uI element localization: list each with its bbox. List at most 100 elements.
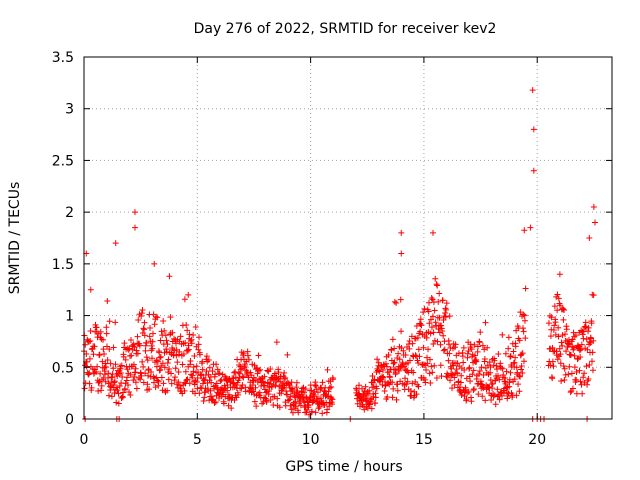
data-point — [457, 379, 464, 386]
data-point — [130, 361, 137, 368]
data-point — [328, 383, 335, 390]
data-point — [515, 381, 522, 388]
data-point — [113, 384, 120, 391]
data-point — [182, 339, 189, 346]
data-point — [105, 392, 112, 399]
data-point — [249, 382, 256, 389]
data-point — [513, 327, 520, 334]
data-point — [468, 346, 475, 353]
data-point — [399, 359, 406, 366]
data-point — [314, 389, 321, 396]
data-point — [430, 329, 437, 336]
data-point — [548, 314, 555, 321]
data-point — [513, 392, 520, 399]
data-point — [487, 363, 494, 370]
data-point — [398, 250, 405, 257]
data-point — [181, 387, 188, 394]
data-point — [276, 404, 283, 411]
data-point — [499, 331, 506, 338]
data-point — [380, 367, 387, 374]
data-point — [558, 378, 565, 385]
data-point — [142, 347, 149, 354]
data-point — [369, 373, 376, 380]
data-point — [551, 322, 558, 329]
data-point — [529, 87, 536, 94]
data-point — [522, 285, 529, 292]
data-point — [380, 374, 387, 381]
data-point — [557, 360, 564, 367]
data-point — [182, 368, 189, 375]
data-point — [138, 313, 145, 320]
data-point — [517, 373, 524, 380]
data-point — [189, 372, 196, 379]
data-point — [153, 374, 160, 381]
data-point — [398, 229, 405, 236]
data-point — [82, 341, 89, 348]
data-point — [555, 333, 562, 340]
data-point — [494, 366, 501, 373]
y-tick-labels: 0 0.5 1 1.5 2 2.5 3 3.5 — [52, 50, 74, 428]
data-point — [305, 401, 312, 408]
data-point — [376, 368, 383, 375]
data-point — [224, 387, 231, 394]
data-point — [174, 359, 181, 366]
data-point — [108, 393, 115, 400]
data-point — [95, 379, 102, 386]
data-point — [184, 327, 191, 334]
data-point — [190, 363, 197, 370]
data-point — [547, 333, 554, 340]
data-point — [434, 338, 441, 345]
data-point — [184, 376, 191, 383]
grid-layer — [84, 57, 612, 419]
data-point — [471, 341, 478, 348]
data-point — [127, 391, 134, 398]
data-point — [590, 337, 597, 344]
data-point — [125, 381, 132, 388]
data-point — [574, 342, 581, 349]
data-point — [418, 322, 425, 329]
data-point — [156, 367, 163, 374]
data-point — [473, 358, 480, 365]
y-tick-label: 0.5 — [52, 360, 74, 376]
data-point — [522, 335, 529, 342]
data-point — [497, 360, 504, 367]
data-point — [163, 337, 170, 344]
data-point — [212, 371, 219, 378]
data-point — [100, 346, 107, 353]
data-point — [172, 365, 179, 372]
data-point — [287, 402, 294, 409]
data-point — [118, 362, 125, 369]
y-tick-label: 0 — [65, 412, 74, 428]
data-point — [255, 352, 262, 359]
data-point — [110, 344, 117, 351]
data-point — [420, 309, 427, 316]
data-point — [396, 356, 403, 363]
data-point — [230, 380, 237, 387]
data-point — [372, 400, 379, 407]
data-point — [132, 379, 139, 386]
data-point — [421, 305, 428, 312]
data-point — [567, 389, 574, 396]
data-point — [267, 365, 274, 372]
data-point — [355, 390, 362, 397]
data-point — [406, 345, 413, 352]
data-point — [109, 382, 116, 389]
data-point — [112, 319, 119, 326]
data-point — [390, 385, 397, 392]
data-point — [107, 387, 114, 394]
data-point — [562, 331, 569, 338]
data-point — [326, 384, 333, 391]
data-point — [166, 273, 173, 280]
data-point — [505, 334, 512, 341]
data-point — [420, 344, 427, 351]
plot-frame — [83, 56, 613, 420]
data-point — [237, 366, 244, 373]
data-point — [101, 351, 108, 358]
data-point — [430, 341, 437, 348]
data-point — [439, 327, 446, 334]
data-point — [244, 352, 251, 359]
data-point — [128, 352, 135, 359]
data-point — [155, 378, 162, 385]
data-point — [432, 275, 439, 282]
data-point — [563, 348, 570, 355]
